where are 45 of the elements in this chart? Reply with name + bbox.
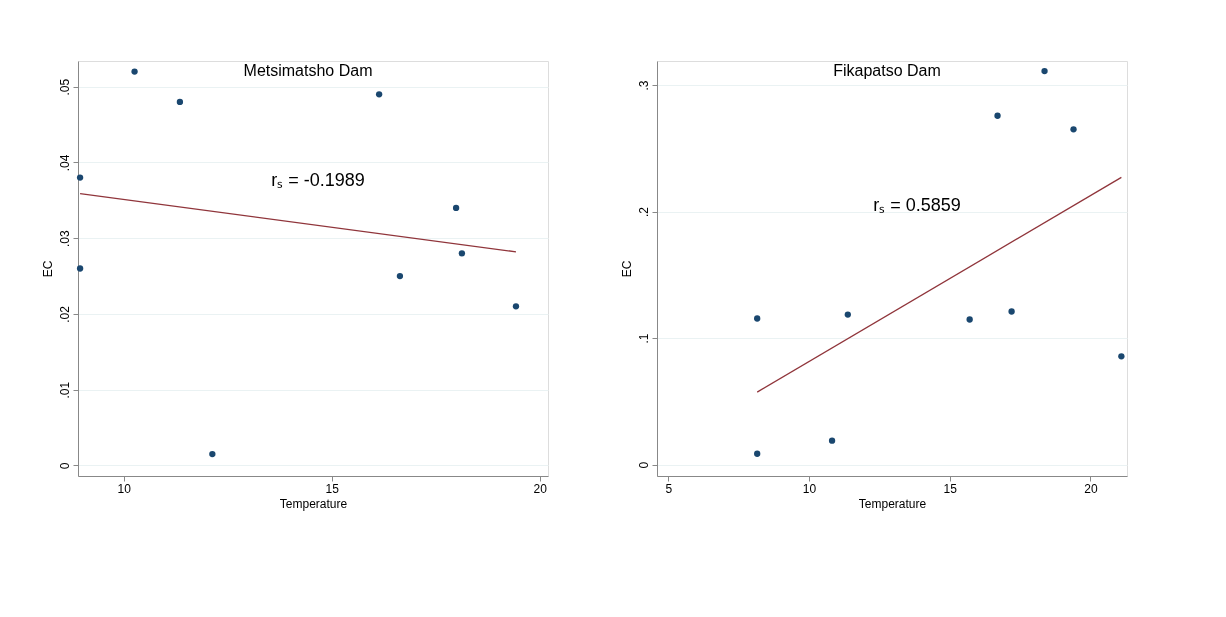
- y-tick-label: .02: [57, 305, 72, 323]
- y-tick-label: .03: [57, 230, 72, 248]
- chart-title: Metsimatsho Dam: [243, 62, 373, 79]
- point: [209, 450, 216, 458]
- point: [375, 91, 383, 98]
- y-tick-label: .1: [636, 333, 651, 344]
- x-tick-label: 15: [943, 481, 958, 496]
- point: [754, 450, 761, 457]
- point: [966, 316, 973, 323]
- y-tick-label: .01: [57, 381, 72, 399]
- point: [76, 174, 84, 181]
- y-tick-label: 0: [636, 461, 651, 469]
- point: [452, 204, 460, 212]
- point: [458, 250, 466, 257]
- chart-title: Fikapatso Dam: [833, 62, 941, 79]
- point: [754, 315, 761, 322]
- x-tick-label: 20: [533, 481, 548, 496]
- x-tick-label: 20: [1084, 481, 1098, 496]
- point: [1070, 126, 1077, 133]
- point: [176, 98, 184, 106]
- x-axis-title: Temperature: [858, 496, 927, 511]
- annotation: rₛ = 0.5859: [873, 195, 961, 215]
- point: [828, 437, 836, 444]
- point: [131, 68, 138, 75]
- point: [1008, 308, 1015, 315]
- y-tick-label: .3: [636, 80, 651, 91]
- annotation: rₛ = -0.1989: [271, 170, 365, 190]
- point: [1041, 67, 1048, 75]
- point: [76, 265, 84, 272]
- y-axis-title: EC: [40, 260, 55, 278]
- y-tick-label: .05: [57, 78, 72, 96]
- x-tick-label: 15: [325, 481, 340, 496]
- x-axis-title: Temperature: [279, 496, 348, 511]
- y-tick-label: 0: [57, 462, 72, 470]
- x-tick-label: 5: [665, 481, 673, 496]
- point: [844, 311, 851, 318]
- y-axis-title: EC: [619, 260, 634, 278]
- y-tick-label: .2: [636, 206, 651, 218]
- point: [396, 272, 404, 280]
- point: [994, 112, 1001, 119]
- point: [1118, 353, 1125, 360]
- y-tick-label: .04: [57, 154, 72, 172]
- point: [512, 303, 520, 310]
- x-tick-label: 10: [117, 481, 132, 496]
- x-tick-label: 10: [802, 481, 817, 496]
